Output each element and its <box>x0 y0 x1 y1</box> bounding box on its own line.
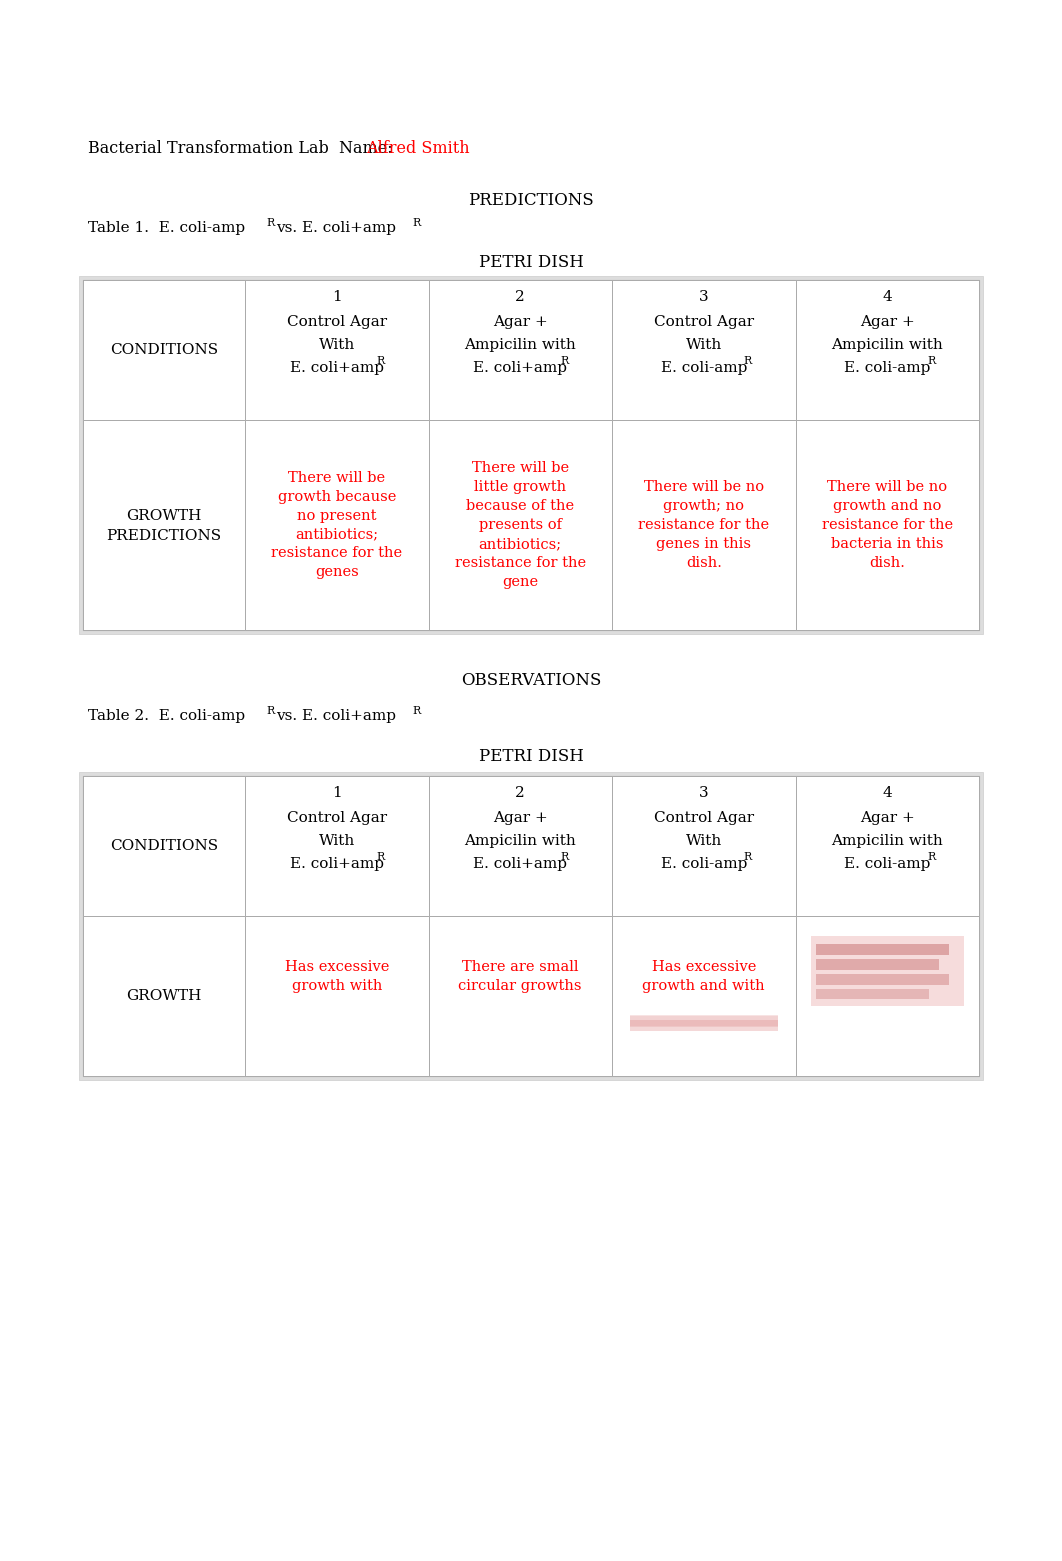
Text: There will be no
growth and no
resistance for the
bacteria in this
dish.: There will be no growth and no resistanc… <box>822 481 953 570</box>
Text: Has excessive
growth with: Has excessive growth with <box>285 960 389 993</box>
Text: E. coli+amp: E. coli+amp <box>474 361 567 375</box>
Text: Control Agar: Control Agar <box>287 315 387 329</box>
Bar <box>612 916 795 1076</box>
Text: Agar +: Agar + <box>493 315 548 329</box>
Text: Ampicilin with: Ampicilin with <box>832 339 943 351</box>
Bar <box>810 937 964 1005</box>
Bar <box>795 776 979 916</box>
Text: E. coli+amp: E. coli+amp <box>290 857 383 871</box>
Text: PETRI DISH: PETRI DISH <box>479 748 583 765</box>
Text: E. coli-amp: E. coli-amp <box>661 857 747 871</box>
Text: GROWTH: GROWTH <box>126 990 202 1004</box>
Text: Bacterial Transformation Lab  Name:: Bacterial Transformation Lab Name: <box>88 139 398 156</box>
Bar <box>630 1016 777 1026</box>
Text: E. coli+amp: E. coli+amp <box>474 857 567 871</box>
Text: PREDICTIONS: PREDICTIONS <box>106 529 222 543</box>
Text: Agar +: Agar + <box>860 315 914 329</box>
Bar <box>630 1015 777 1027</box>
Bar <box>795 916 979 1076</box>
Bar <box>428 279 612 420</box>
Text: R: R <box>743 852 752 862</box>
Text: R: R <box>561 356 568 365</box>
Bar <box>245 420 428 631</box>
Bar <box>630 1021 777 1032</box>
Bar <box>816 990 929 999</box>
Text: R: R <box>377 356 386 365</box>
Text: Has excessive
growth and with: Has excessive growth and with <box>643 960 765 993</box>
Text: Alfred Smith: Alfred Smith <box>366 139 469 156</box>
Text: R: R <box>927 852 936 862</box>
Text: With: With <box>686 834 722 848</box>
Text: There will be no
growth; no
resistance for the
genes in this
dish.: There will be no growth; no resistance f… <box>638 481 769 570</box>
Bar <box>83 279 245 420</box>
Bar <box>83 916 245 1076</box>
Bar <box>245 279 428 420</box>
Bar <box>83 776 979 1076</box>
Text: R: R <box>412 706 421 716</box>
Text: There will be
growth because
no present
antibiotics;
resistance for the
genes: There will be growth because no present … <box>271 470 402 579</box>
Bar <box>795 279 979 420</box>
Bar <box>79 773 983 1080</box>
Text: R: R <box>266 219 274 228</box>
Bar <box>612 279 795 420</box>
Text: Table 1.  E. coli-amp: Table 1. E. coli-amp <box>88 222 245 236</box>
Text: R: R <box>927 356 936 365</box>
Text: Ampicilin with: Ampicilin with <box>464 834 576 848</box>
Text: CONDITIONS: CONDITIONS <box>110 838 218 852</box>
Text: vs. E. coli+amp: vs. E. coli+amp <box>276 222 396 236</box>
Text: Ampicilin with: Ampicilin with <box>464 339 576 351</box>
Bar <box>245 776 428 916</box>
Text: Table 2.  E. coli-amp: Table 2. E. coli-amp <box>88 709 245 723</box>
Bar <box>428 776 612 916</box>
Bar <box>245 916 428 1076</box>
Text: Control Agar: Control Agar <box>654 812 754 826</box>
Text: E. coli-amp: E. coli-amp <box>661 361 747 375</box>
Text: With: With <box>319 834 355 848</box>
Text: vs. E. coli+amp: vs. E. coli+amp <box>276 709 396 723</box>
Bar <box>83 279 979 631</box>
Text: Control Agar: Control Agar <box>654 315 754 329</box>
Bar <box>795 420 979 631</box>
Bar <box>79 276 983 634</box>
Text: R: R <box>743 356 752 365</box>
Text: PETRI DISH: PETRI DISH <box>479 253 583 270</box>
Text: R: R <box>377 852 386 862</box>
Text: 3: 3 <box>699 787 708 799</box>
Text: R: R <box>412 219 421 228</box>
Bar <box>816 958 939 969</box>
Text: With: With <box>319 339 355 351</box>
Bar <box>428 420 612 631</box>
Bar <box>83 420 245 631</box>
Text: 1: 1 <box>331 290 342 304</box>
Text: With: With <box>686 339 722 351</box>
Text: There are small
circular growths: There are small circular growths <box>459 960 582 993</box>
Text: Agar +: Agar + <box>860 812 914 826</box>
Text: 2: 2 <box>515 290 525 304</box>
Text: PREDICTIONS: PREDICTIONS <box>468 192 594 209</box>
Text: E. coli-amp: E. coli-amp <box>844 361 930 375</box>
Text: CONDITIONS: CONDITIONS <box>110 343 218 357</box>
Text: 4: 4 <box>883 290 892 304</box>
Text: 2: 2 <box>515 787 525 799</box>
Bar <box>612 420 795 631</box>
Text: E. coli+amp: E. coli+amp <box>290 361 383 375</box>
Text: OBSERVATIONS: OBSERVATIONS <box>461 671 601 688</box>
Text: R: R <box>561 852 568 862</box>
Bar <box>816 974 949 985</box>
Text: 4: 4 <box>883 787 892 799</box>
Text: E. coli-amp: E. coli-amp <box>844 857 930 871</box>
Text: Agar +: Agar + <box>493 812 548 826</box>
Bar <box>612 776 795 916</box>
Text: 3: 3 <box>699 290 708 304</box>
Text: 1: 1 <box>331 787 342 799</box>
Text: Control Agar: Control Agar <box>287 812 387 826</box>
Bar <box>428 916 612 1076</box>
Text: R: R <box>266 706 274 716</box>
Bar <box>816 944 949 955</box>
Text: GROWTH: GROWTH <box>126 509 202 523</box>
Text: There will be
little growth
because of the
presents of
antibiotics;
resistance f: There will be little growth because of t… <box>455 460 586 588</box>
Bar <box>83 776 245 916</box>
Text: Ampicilin with: Ampicilin with <box>832 834 943 848</box>
